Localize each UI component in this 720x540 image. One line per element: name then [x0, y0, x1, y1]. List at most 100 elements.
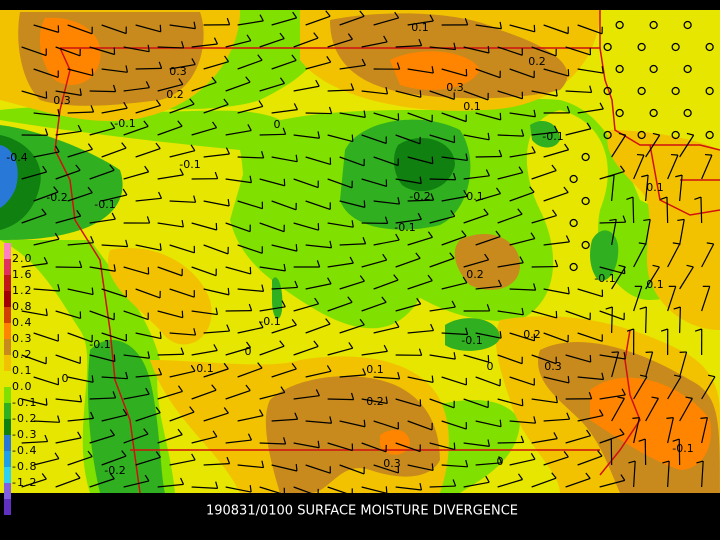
barb-shaft	[701, 286, 711, 312]
contour-label: 0.1	[411, 21, 429, 34]
barb-shaft	[305, 464, 331, 474]
contour-label: -0.1	[594, 272, 615, 285]
barb-flag	[605, 306, 613, 310]
barb-flag	[158, 368, 163, 375]
barb-flag	[246, 34, 252, 41]
barb-shaft	[33, 24, 59, 33]
barb-shaft	[679, 266, 694, 290]
barb-flag	[258, 409, 264, 416]
color-swatch	[4, 243, 11, 259]
barb-shaft	[169, 103, 195, 114]
barb-shaft	[395, 303, 421, 312]
barb-shaft	[645, 175, 649, 202]
barb-shaft	[509, 24, 535, 33]
barb-shaft	[157, 46, 184, 49]
barb-flag	[589, 85, 593, 93]
barb-flag	[652, 132, 660, 136]
barb-shaft	[293, 178, 319, 189]
barb-flag	[623, 352, 626, 360]
barb-shaft	[395, 178, 422, 185]
barb-shaft	[157, 222, 184, 228]
barb-shaft	[67, 68, 93, 77]
zone	[0, 10, 330, 121]
barb-flag	[109, 164, 115, 171]
barb-shaft	[679, 351, 688, 378]
barb-flag	[652, 264, 660, 268]
barb-shaft	[611, 219, 617, 246]
color-swatch	[4, 291, 11, 307]
barb-flag	[258, 100, 264, 107]
barb-shaft	[645, 398, 659, 422]
barb-flag	[41, 208, 47, 215]
barb-flag	[155, 142, 161, 149]
barb-shaft	[101, 376, 128, 380]
barb-shaft	[135, 24, 161, 33]
color-swatch	[4, 307, 11, 323]
barb-flag	[313, 32, 319, 39]
barb-shaft	[191, 127, 217, 136]
barb-shaft	[237, 105, 263, 114]
barb-flag	[223, 407, 229, 414]
barb-shaft	[407, 20, 434, 26]
legend-label: 0.3	[12, 332, 33, 345]
barb-shaft	[55, 215, 81, 224]
barb-flag	[453, 42, 457, 50]
barb-shaft	[407, 112, 433, 123]
barb-shaft	[271, 324, 297, 334]
barb-flag	[91, 287, 94, 295]
barb-flag	[325, 318, 331, 325]
barb-flag	[295, 463, 298, 472]
barb-flag	[54, 452, 60, 460]
barb-flag	[609, 218, 617, 222]
barb-shaft	[55, 310, 81, 319]
barb-shaft	[259, 391, 285, 400]
barb-flag	[449, 252, 455, 259]
barb-shaft	[407, 376, 434, 384]
barb-shaft	[475, 376, 501, 387]
barb-flag	[315, 389, 320, 396]
barb-shaft	[395, 90, 422, 98]
barb-shaft	[645, 219, 651, 246]
barb-flag	[327, 277, 332, 285]
barb-shaft	[135, 412, 161, 422]
barb-shaft	[293, 222, 319, 231]
barb-flag	[75, 164, 81, 171]
barb-flag	[385, 396, 388, 404]
contour-label: -0.1	[461, 334, 482, 347]
barb-shaft	[225, 222, 251, 233]
barb-shaft	[89, 434, 115, 444]
barb-flag	[190, 144, 196, 151]
barb-shaft	[339, 280, 365, 290]
calm-marker	[705, 130, 714, 140]
barb-flag	[111, 212, 116, 220]
barb-shaft	[271, 286, 298, 290]
barb-shaft	[237, 288, 264, 292]
contour-label: 0.2	[466, 268, 484, 281]
barb-flag	[362, 237, 367, 244]
barb-shaft	[339, 64, 366, 70]
barb-shaft	[463, 259, 489, 268]
barb-flag	[226, 456, 231, 464]
wind-barbs	[21, 10, 716, 497]
barb-shaft	[395, 134, 421, 145]
barb-shaft	[565, 435, 591, 444]
barb-flag	[586, 122, 592, 130]
color-swatch	[4, 371, 11, 387]
legend-label: -1.6	[12, 492, 37, 505]
barb-flag	[87, 143, 93, 150]
barb-shaft	[531, 438, 558, 444]
barb-flag	[487, 132, 490, 140]
barb-shaft	[497, 46, 523, 56]
barb-shaft	[157, 310, 183, 319]
barb-shaft	[543, 332, 569, 343]
barb-shaft	[429, 354, 456, 360]
barb-shaft	[577, 24, 603, 35]
zone	[590, 230, 619, 281]
barb-flag	[245, 384, 251, 391]
barb-shaft	[259, 178, 285, 187]
calm-marker	[615, 108, 624, 118]
contour-label: -0.2	[104, 464, 125, 477]
barb-shaft	[577, 68, 604, 74]
contour-label: -0.2	[46, 191, 67, 204]
